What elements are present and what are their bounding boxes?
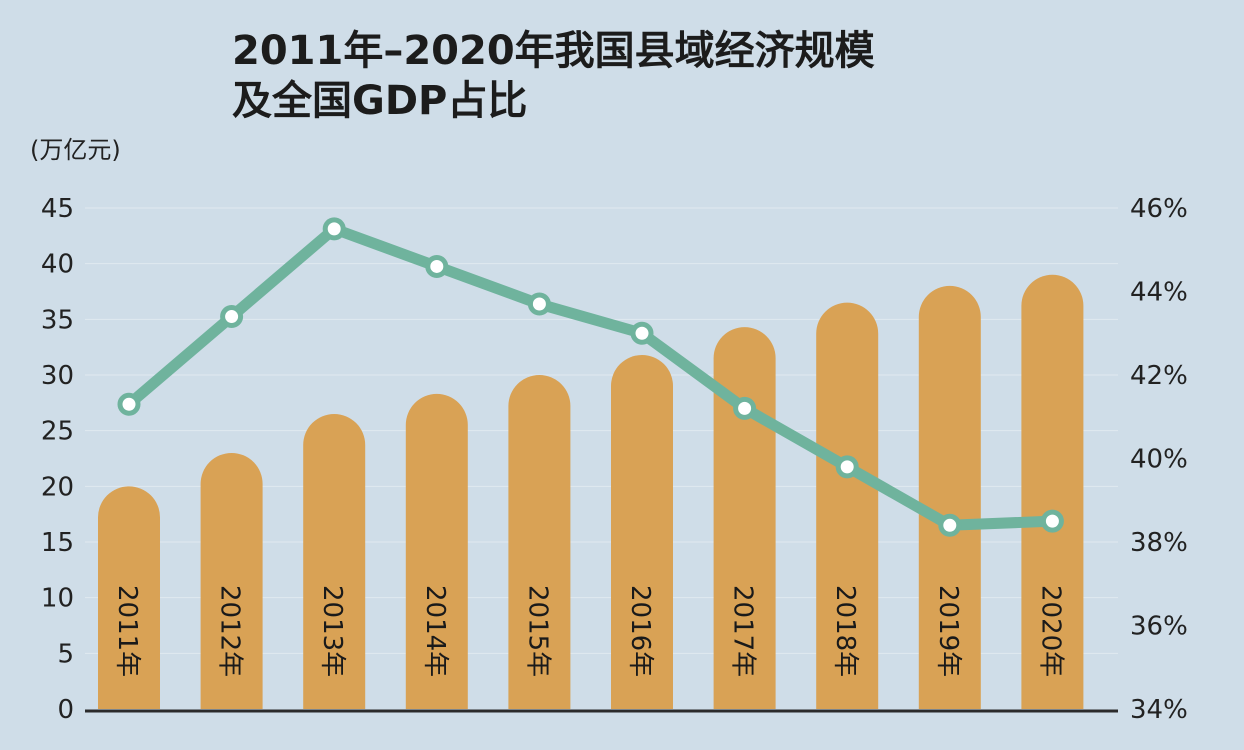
share-line-series <box>117 217 1064 537</box>
bar <box>816 302 879 709</box>
share-line <box>123 223 1058 531</box>
category-label: 2018年 <box>830 585 860 677</box>
line-point <box>938 513 962 537</box>
bar <box>508 374 571 709</box>
y2-tick-label: 40% <box>1130 445 1188 475</box>
bar <box>303 413 366 709</box>
line-point <box>733 396 757 420</box>
line-point <box>527 292 551 316</box>
y-tick-label: 0 <box>57 695 74 725</box>
category-label: 2015年 <box>522 585 552 677</box>
bar <box>405 393 468 709</box>
bar <box>200 452 263 709</box>
category-label: 2012年 <box>215 585 245 677</box>
line-point <box>1040 509 1064 533</box>
y2-tick-label: 42% <box>1130 361 1188 391</box>
y-tick-label: 45 <box>41 194 74 224</box>
category-label: 2014年 <box>420 585 450 677</box>
y2-axis-ticks: 34% 36% 38% 40% 42% 44% 46% <box>1130 194 1188 725</box>
y-axis-ticks: 0 5 10 15 20 25 30 35 40 45 <box>41 194 74 725</box>
category-label: 2019年 <box>933 585 963 677</box>
category-label: 2016年 <box>625 585 655 677</box>
category-label: 2020年 <box>1035 585 1065 677</box>
y2-tick-label: 46% <box>1130 194 1188 224</box>
line-point <box>220 305 244 329</box>
category-labels: 2011年 2012年 2013年 2014年 2015年 2016年 2017年 2018年… <box>112 585 1065 677</box>
category-label: 2011年 <box>112 585 142 677</box>
bar <box>1021 274 1084 709</box>
category-label: 2013年 <box>317 585 347 677</box>
line-point <box>630 321 654 345</box>
y-tick-label: 35 <box>41 305 74 335</box>
y2-tick-label: 38% <box>1130 528 1188 558</box>
y2-tick-label: 36% <box>1130 612 1188 642</box>
bar <box>98 486 160 709</box>
y-tick-label: 30 <box>41 361 74 391</box>
y2-tick-label: 34% <box>1130 695 1188 725</box>
y-tick-label: 40 <box>41 250 74 280</box>
chart-title-line-1: 2011年–2020年我国县域经济规模 <box>232 28 875 74</box>
line-point <box>117 392 141 416</box>
chart-title-line-2: 及全国GDP占比 <box>232 78 527 124</box>
line-point <box>425 254 449 278</box>
y-tick-label: 25 <box>41 417 74 447</box>
y-tick-label: 20 <box>41 472 74 502</box>
y-tick-label: 10 <box>41 584 74 614</box>
y2-tick-label: 44% <box>1130 278 1188 308</box>
y-tick-label: 15 <box>41 528 74 558</box>
y-axis-unit-label: (万亿元) <box>30 136 121 164</box>
category-label: 2017年 <box>728 585 758 677</box>
y-tick-label: 5 <box>57 639 74 669</box>
line-point <box>322 217 346 241</box>
line-point <box>835 455 859 479</box>
bar <box>611 354 673 709</box>
bar <box>918 285 981 709</box>
